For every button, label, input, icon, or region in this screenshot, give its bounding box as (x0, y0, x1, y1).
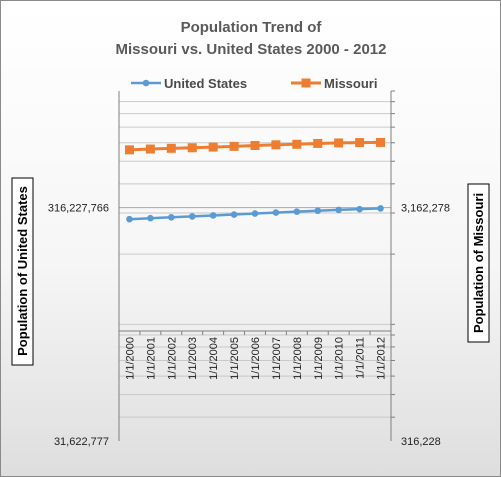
data-point (293, 208, 301, 215)
data-point (209, 212, 217, 219)
data-point (271, 140, 281, 150)
left-tick-label: 31,622,777 (54, 436, 109, 448)
data-point (145, 144, 155, 154)
x-tick-label: 1/1/2003 (187, 337, 199, 380)
data-point (187, 143, 197, 153)
x-tick-label: 1/1/2009 (313, 337, 325, 380)
left-axis-title: Population of United States (11, 177, 34, 366)
data-point (250, 141, 260, 151)
legend-swatch-marker (142, 79, 150, 87)
data-point (292, 139, 302, 149)
data-point (335, 206, 342, 214)
data-point (168, 213, 175, 221)
data-point (188, 213, 196, 220)
series-missouri (124, 137, 386, 155)
x-tick-label: 1/1/2010 (334, 337, 346, 380)
x-tick-label: 1/1/2005 (229, 337, 241, 380)
data-point (356, 205, 363, 213)
chart-title-line-1: Population Trend of (181, 19, 323, 36)
right-tick-label: 3,162,278 (401, 203, 450, 215)
data-point (313, 138, 323, 148)
axes (118, 90, 395, 441)
series-united-states (126, 205, 384, 223)
data-point (272, 209, 280, 216)
legend-swatch-marker (301, 78, 311, 88)
x-tick-label: 1/1/2008 (292, 337, 304, 380)
left-tick-label: 316,227,766 (48, 203, 109, 215)
data-point (355, 138, 365, 148)
left-axis-title-text: Population of United States (15, 186, 30, 356)
data-point (229, 141, 239, 151)
chart-title-line-2: Missouri vs. United States 2000 - 2012 (116, 41, 387, 58)
legend-item: United States (131, 76, 247, 91)
x-tick-label: 1/1/2001 (145, 337, 157, 380)
x-tick-label: 1/1/2000 (124, 337, 136, 380)
x-tick-label: 1/1/2006 (250, 337, 262, 380)
tick-labels: 316,227,766 31,622,777 3,162,278 316,228 (48, 203, 450, 448)
data-point (166, 143, 176, 153)
right-axis-title: Population of Missouri (467, 183, 490, 343)
x-tick-label: 1/1/2011 (355, 337, 367, 379)
data-point (147, 214, 154, 222)
x-tick-label: 1/1/2002 (166, 337, 178, 380)
chart-title: Population Trend of Missouri vs. United … (116, 19, 387, 58)
x-tick-label: 1/1/2012 (376, 337, 388, 380)
data-point (208, 142, 218, 152)
legend-item: Missouri (291, 76, 377, 91)
legend-label: United States (164, 76, 247, 91)
data-point (314, 207, 322, 215)
data-point (230, 211, 238, 218)
data-point (126, 215, 133, 223)
x-tick-labels: 1/1/2000 1/1/2001 1/1/2002 1/1/2003 1/1/2004… (124, 337, 387, 380)
right-axis-title-text: Population of Missouri (471, 193, 486, 333)
data-point (251, 210, 259, 217)
legend-label: Missouri (324, 76, 377, 91)
legend: United States Missouri (131, 76, 377, 91)
data-point (376, 137, 386, 147)
left-axis-title-box (11, 177, 34, 366)
right-axis-title-box (467, 183, 490, 343)
data-point (377, 205, 384, 212)
series (124, 137, 386, 223)
data-point (334, 138, 344, 148)
x-tick-label: 1/1/2004 (208, 337, 220, 380)
right-tick-label: 316,228 (401, 436, 441, 448)
x-tick-label: 1/1/2007 (271, 337, 283, 380)
data-point (124, 145, 134, 155)
